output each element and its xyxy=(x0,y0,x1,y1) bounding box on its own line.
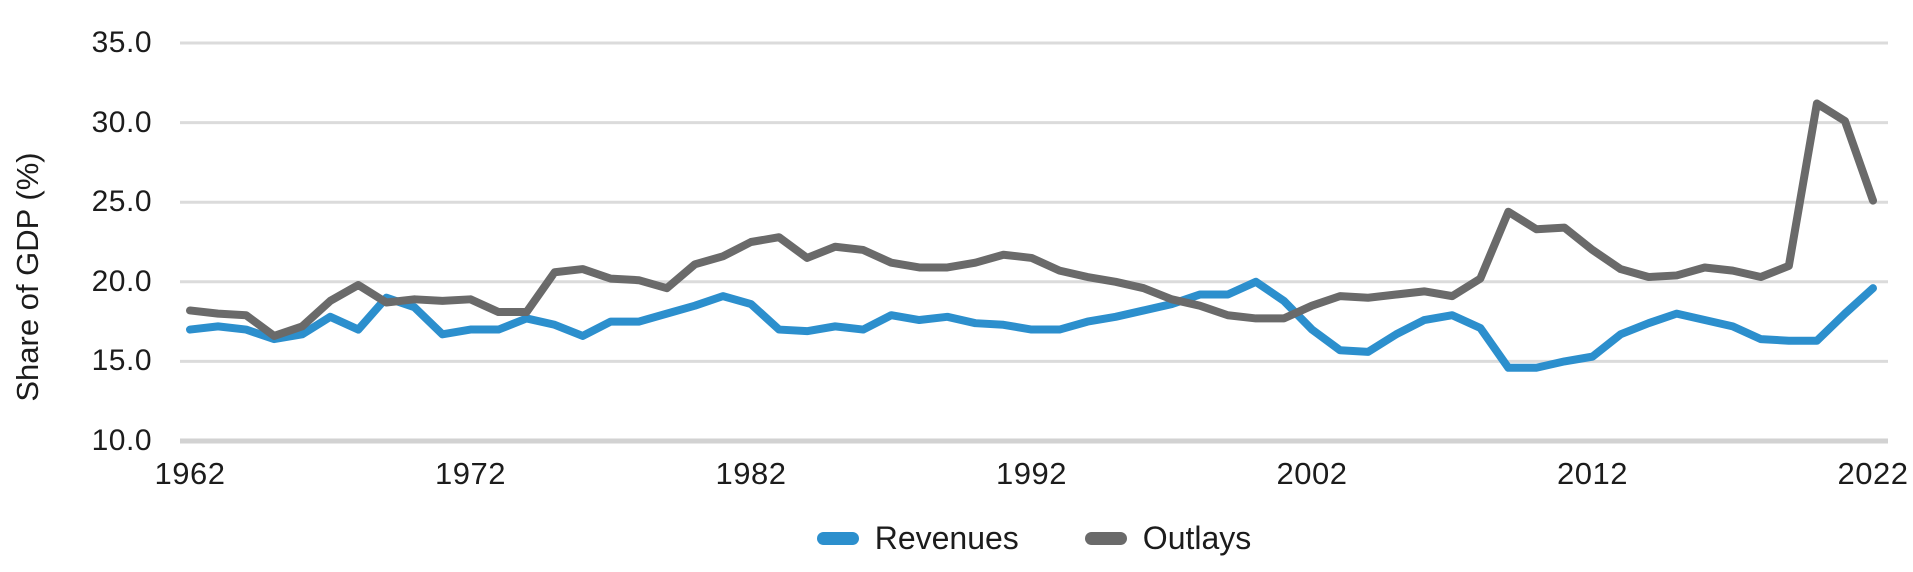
series-line-revenues xyxy=(186,277,1877,372)
x-tick-label: 2012 xyxy=(1557,456,1628,491)
outlays-legend-label: Outlays xyxy=(1142,520,1252,556)
series-line-outlays xyxy=(186,99,1877,340)
x-tick-label: 1982 xyxy=(715,456,787,491)
legend-item-revenues: Revenues xyxy=(816,520,1019,556)
y-tick-label: 30.0 xyxy=(91,105,152,139)
y-tick-label: 15.0 xyxy=(91,344,152,378)
legend-item-outlays: Outlays xyxy=(1084,520,1252,556)
revenues-swatch xyxy=(816,531,859,545)
x-tick-label: 2002 xyxy=(1276,456,1348,491)
x-tick-label: 1962 xyxy=(154,456,226,491)
x-tick-label: 1972 xyxy=(435,456,506,491)
x-tick-label: 1992 xyxy=(996,456,1067,491)
y-tick-label: 35.0 xyxy=(91,26,152,59)
revenues-legend-label: Revenues xyxy=(874,520,1019,556)
legend: Revenues Outlays xyxy=(180,518,1888,558)
y-tick-label: 25.0 xyxy=(91,185,152,219)
y-tick-label: 10.0 xyxy=(91,424,152,457)
x-tick-label: 2022 xyxy=(1837,456,1909,491)
y-tick-label: 20.0 xyxy=(91,264,152,298)
outlays-swatch xyxy=(1084,531,1127,545)
